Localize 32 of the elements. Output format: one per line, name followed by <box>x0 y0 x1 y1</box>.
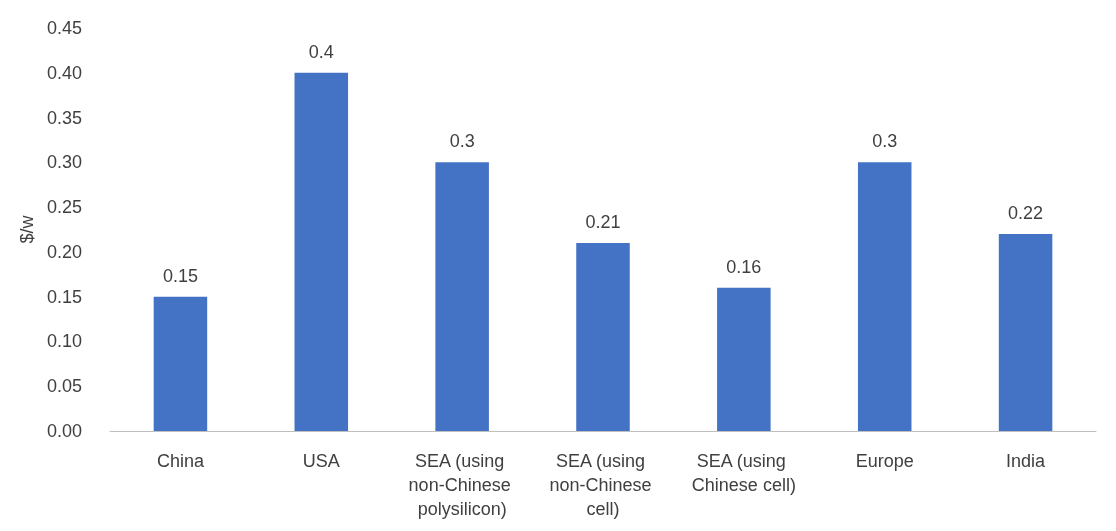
y-tick-label: 0.10 <box>46 331 82 352</box>
x-tick-label: SEA (using non-Chinese cell) <box>549 451 657 519</box>
y-tick-label: 0.20 <box>46 241 82 262</box>
data-label: 0.16 <box>726 256 762 277</box>
x-tick-label: Europe <box>855 451 914 471</box>
bar <box>717 287 771 431</box>
bar <box>857 162 912 431</box>
data-label: 0.22 <box>1008 202 1044 223</box>
x-tick-label: SEA (using non-Chinese polysilicon) <box>408 451 516 519</box>
y-tick-label: 0.30 <box>46 152 82 173</box>
x-tick-label: USA <box>302 451 340 471</box>
data-label: 0.15 <box>162 265 198 286</box>
x-tick-label: China <box>156 451 205 471</box>
y-tick-label: 0.05 <box>46 376 82 397</box>
bar <box>294 72 349 431</box>
data-label: 0.3 <box>872 131 898 152</box>
data-label: 0.21 <box>585 211 621 232</box>
y-axis-title: $/w <box>17 214 38 244</box>
y-tick-label: 0.35 <box>46 107 82 128</box>
data-label: 0.3 <box>449 131 475 152</box>
x-tick-label: SEA (using Chinese cell) <box>691 451 796 495</box>
bar <box>153 296 208 431</box>
y-tick-label: 0.00 <box>46 421 82 441</box>
bar <box>576 242 630 431</box>
data-label: 0.4 <box>308 41 334 62</box>
bar <box>998 233 1053 431</box>
y-tick-label: 0.25 <box>46 197 82 218</box>
bar <box>435 162 489 431</box>
y-tick-label: 0.45 <box>46 18 82 38</box>
y-tick-label: 0.40 <box>46 62 82 83</box>
y-tick-label: 0.15 <box>46 286 82 307</box>
x-tick-label: India <box>1006 451 1047 471</box>
